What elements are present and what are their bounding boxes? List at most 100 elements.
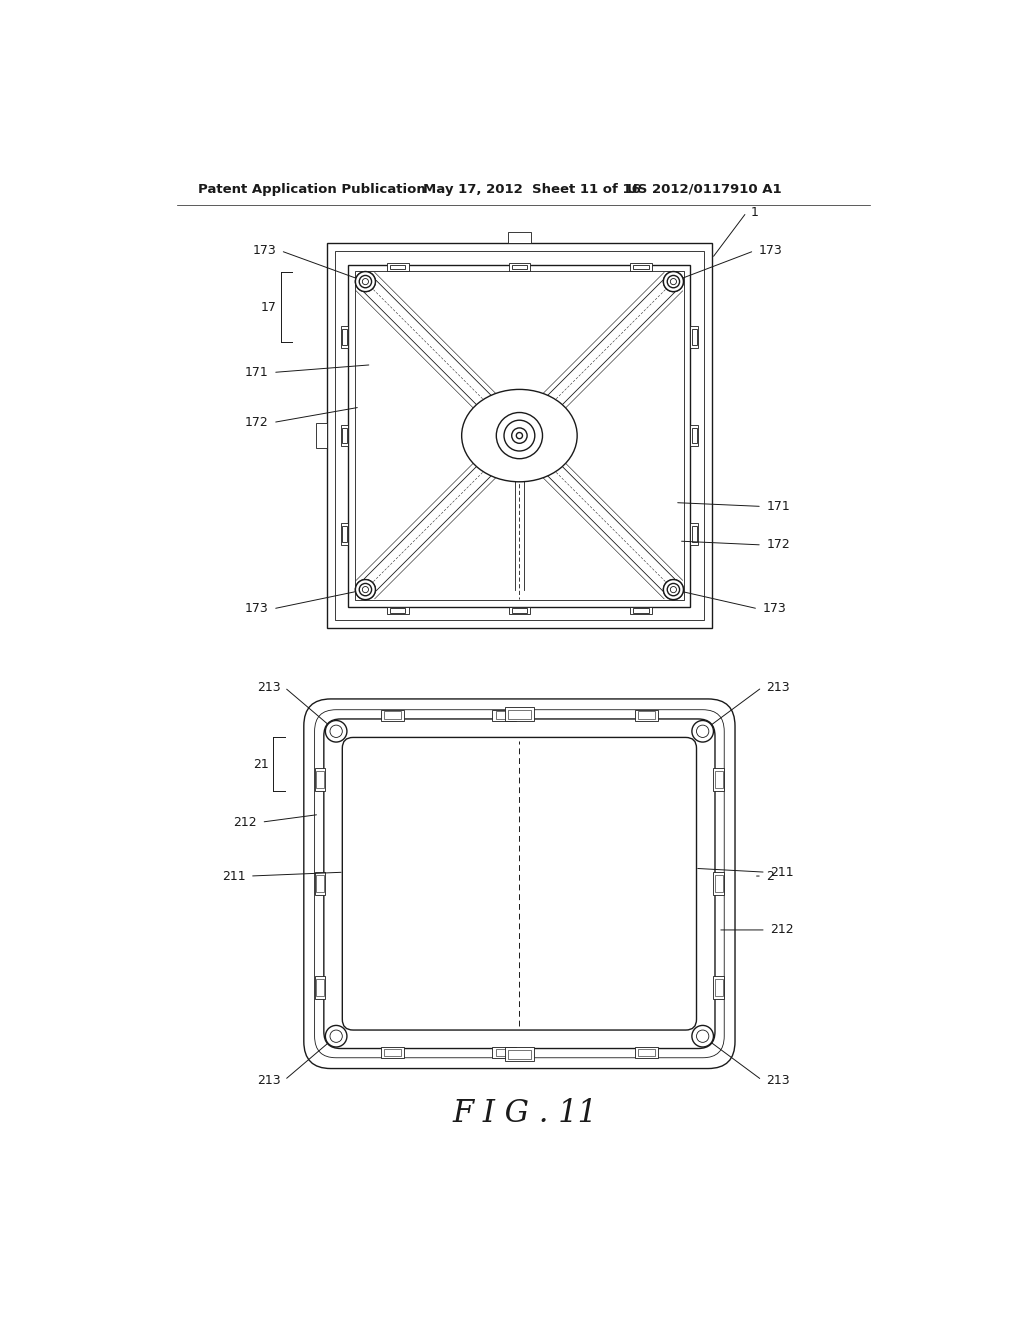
Text: 17: 17 xyxy=(261,301,276,314)
Text: 171: 171 xyxy=(767,500,791,513)
Text: 172: 172 xyxy=(245,416,268,429)
Bar xyxy=(387,263,409,271)
Bar xyxy=(341,425,348,446)
Bar xyxy=(381,1047,403,1057)
Circle shape xyxy=(355,579,376,599)
Circle shape xyxy=(512,428,527,444)
Text: 213: 213 xyxy=(257,1073,281,1086)
Bar xyxy=(631,607,652,614)
Text: 2: 2 xyxy=(767,870,774,883)
Bar xyxy=(505,706,535,721)
Bar xyxy=(635,710,658,721)
Circle shape xyxy=(671,586,677,593)
Bar xyxy=(509,607,530,614)
Circle shape xyxy=(362,279,369,285)
Circle shape xyxy=(362,586,369,593)
Bar xyxy=(316,424,327,447)
Bar xyxy=(341,524,348,545)
Bar xyxy=(690,425,698,446)
Text: Patent Application Publication: Patent Application Publication xyxy=(199,182,426,195)
Text: 213: 213 xyxy=(257,681,281,694)
Circle shape xyxy=(668,583,680,595)
Bar xyxy=(509,263,530,271)
Bar xyxy=(692,527,696,543)
Circle shape xyxy=(668,276,680,288)
Text: F I G . 11: F I G . 11 xyxy=(453,1098,597,1129)
Bar xyxy=(354,271,684,601)
Circle shape xyxy=(668,276,680,288)
Circle shape xyxy=(355,272,376,292)
Circle shape xyxy=(355,579,376,599)
Bar xyxy=(714,768,724,792)
Bar xyxy=(512,609,527,612)
Bar xyxy=(341,326,348,348)
Text: 1: 1 xyxy=(751,206,759,219)
Circle shape xyxy=(355,272,376,292)
Bar xyxy=(690,326,698,348)
Bar xyxy=(508,1051,531,1059)
Bar xyxy=(316,771,324,788)
Bar xyxy=(634,609,649,612)
Bar xyxy=(381,710,403,721)
Text: 172: 172 xyxy=(767,539,791,552)
Bar xyxy=(342,527,347,543)
Bar xyxy=(714,977,724,999)
Circle shape xyxy=(696,725,709,738)
Circle shape xyxy=(359,276,372,288)
FancyBboxPatch shape xyxy=(342,738,696,1030)
Bar xyxy=(335,251,705,620)
Ellipse shape xyxy=(462,389,578,482)
Bar xyxy=(493,710,515,721)
Bar xyxy=(635,1047,658,1057)
Circle shape xyxy=(326,1026,347,1047)
Bar xyxy=(390,265,406,269)
Bar xyxy=(638,711,655,719)
Text: May 17, 2012  Sheet 11 of 16: May 17, 2012 Sheet 11 of 16 xyxy=(423,182,641,195)
Bar xyxy=(631,263,652,271)
Circle shape xyxy=(497,413,543,459)
Bar xyxy=(384,1048,400,1056)
Bar xyxy=(390,609,406,612)
Circle shape xyxy=(671,279,677,285)
Bar xyxy=(512,265,527,269)
Bar xyxy=(342,330,347,345)
FancyBboxPatch shape xyxy=(304,700,735,1069)
Bar xyxy=(342,428,347,444)
Circle shape xyxy=(362,586,369,593)
Bar xyxy=(316,979,324,997)
Text: 173: 173 xyxy=(252,244,276,257)
Circle shape xyxy=(692,721,714,742)
FancyBboxPatch shape xyxy=(324,719,715,1048)
Circle shape xyxy=(664,579,683,599)
Bar xyxy=(638,1048,655,1056)
Bar xyxy=(714,873,724,895)
Text: 211: 211 xyxy=(770,866,794,879)
Circle shape xyxy=(664,579,683,599)
Bar xyxy=(314,977,326,999)
Circle shape xyxy=(330,1030,342,1043)
Bar xyxy=(505,1047,535,1061)
Bar xyxy=(316,875,324,892)
Bar xyxy=(327,243,712,628)
Bar xyxy=(493,1047,515,1057)
Bar xyxy=(508,710,531,719)
Text: 212: 212 xyxy=(770,924,794,936)
Circle shape xyxy=(668,583,680,595)
Bar xyxy=(348,265,690,607)
Bar xyxy=(384,711,400,719)
Text: 173: 173 xyxy=(759,244,782,257)
Text: 211: 211 xyxy=(221,870,246,883)
Bar xyxy=(387,607,409,614)
Text: US 2012/0117910 A1: US 2012/0117910 A1 xyxy=(628,182,782,195)
Circle shape xyxy=(359,276,372,288)
Bar xyxy=(496,711,512,719)
Bar xyxy=(508,232,531,243)
Text: 173: 173 xyxy=(763,602,786,615)
Circle shape xyxy=(516,433,522,438)
Bar xyxy=(634,265,649,269)
Circle shape xyxy=(664,272,683,292)
Bar xyxy=(715,771,723,788)
Circle shape xyxy=(671,586,677,593)
Bar xyxy=(715,875,723,892)
Bar xyxy=(692,330,696,345)
